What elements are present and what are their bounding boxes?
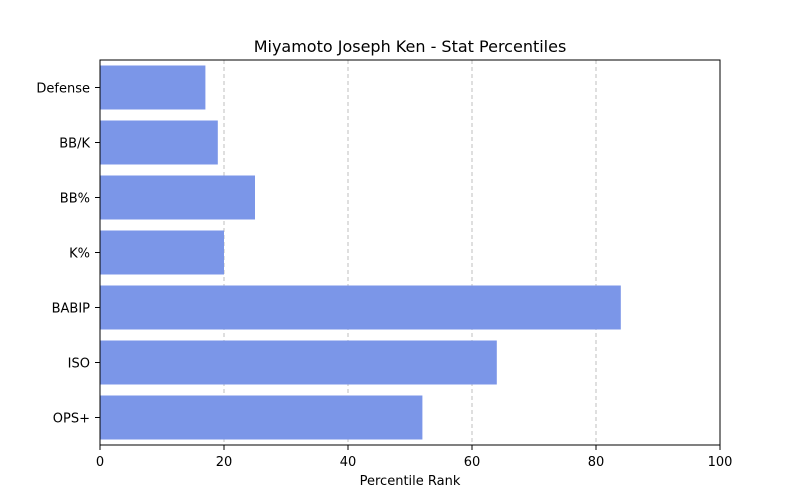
x-tick-label: 60	[464, 455, 481, 470]
bar-ops-	[100, 395, 423, 440]
x-tick-label: 80	[588, 455, 605, 470]
bar-k-	[100, 230, 224, 275]
y-tick-label: ISO	[68, 357, 90, 372]
x-axis: 0 20 40 60 80 100	[96, 445, 733, 470]
y-tick-label: Defense	[36, 82, 90, 97]
bar-defense	[100, 65, 206, 110]
y-axis: Defense BB/K BB% K% BABIP ISO OPS+	[36, 82, 100, 427]
y-tick-label: K%	[69, 247, 90, 262]
y-tick-label: BABIP	[52, 302, 91, 317]
x-tick-label: 0	[96, 455, 104, 470]
x-axis-label: Percentile Rank	[360, 474, 461, 489]
x-tick-label: 40	[340, 455, 357, 470]
chart-title: Miyamoto Joseph Ken - Stat Percentiles	[254, 37, 567, 56]
y-tick-label: BB%	[60, 192, 90, 207]
bar-bb-	[100, 175, 255, 220]
x-tick-label: 20	[216, 455, 233, 470]
x-tick-label: 100	[708, 455, 733, 470]
bar-bb-k	[100, 120, 218, 165]
y-tick-label: OPS+	[53, 412, 90, 427]
y-tick-label: BB/K	[59, 137, 90, 152]
bars	[100, 65, 621, 440]
bar-iso	[100, 340, 497, 385]
bar-babip	[100, 285, 621, 330]
